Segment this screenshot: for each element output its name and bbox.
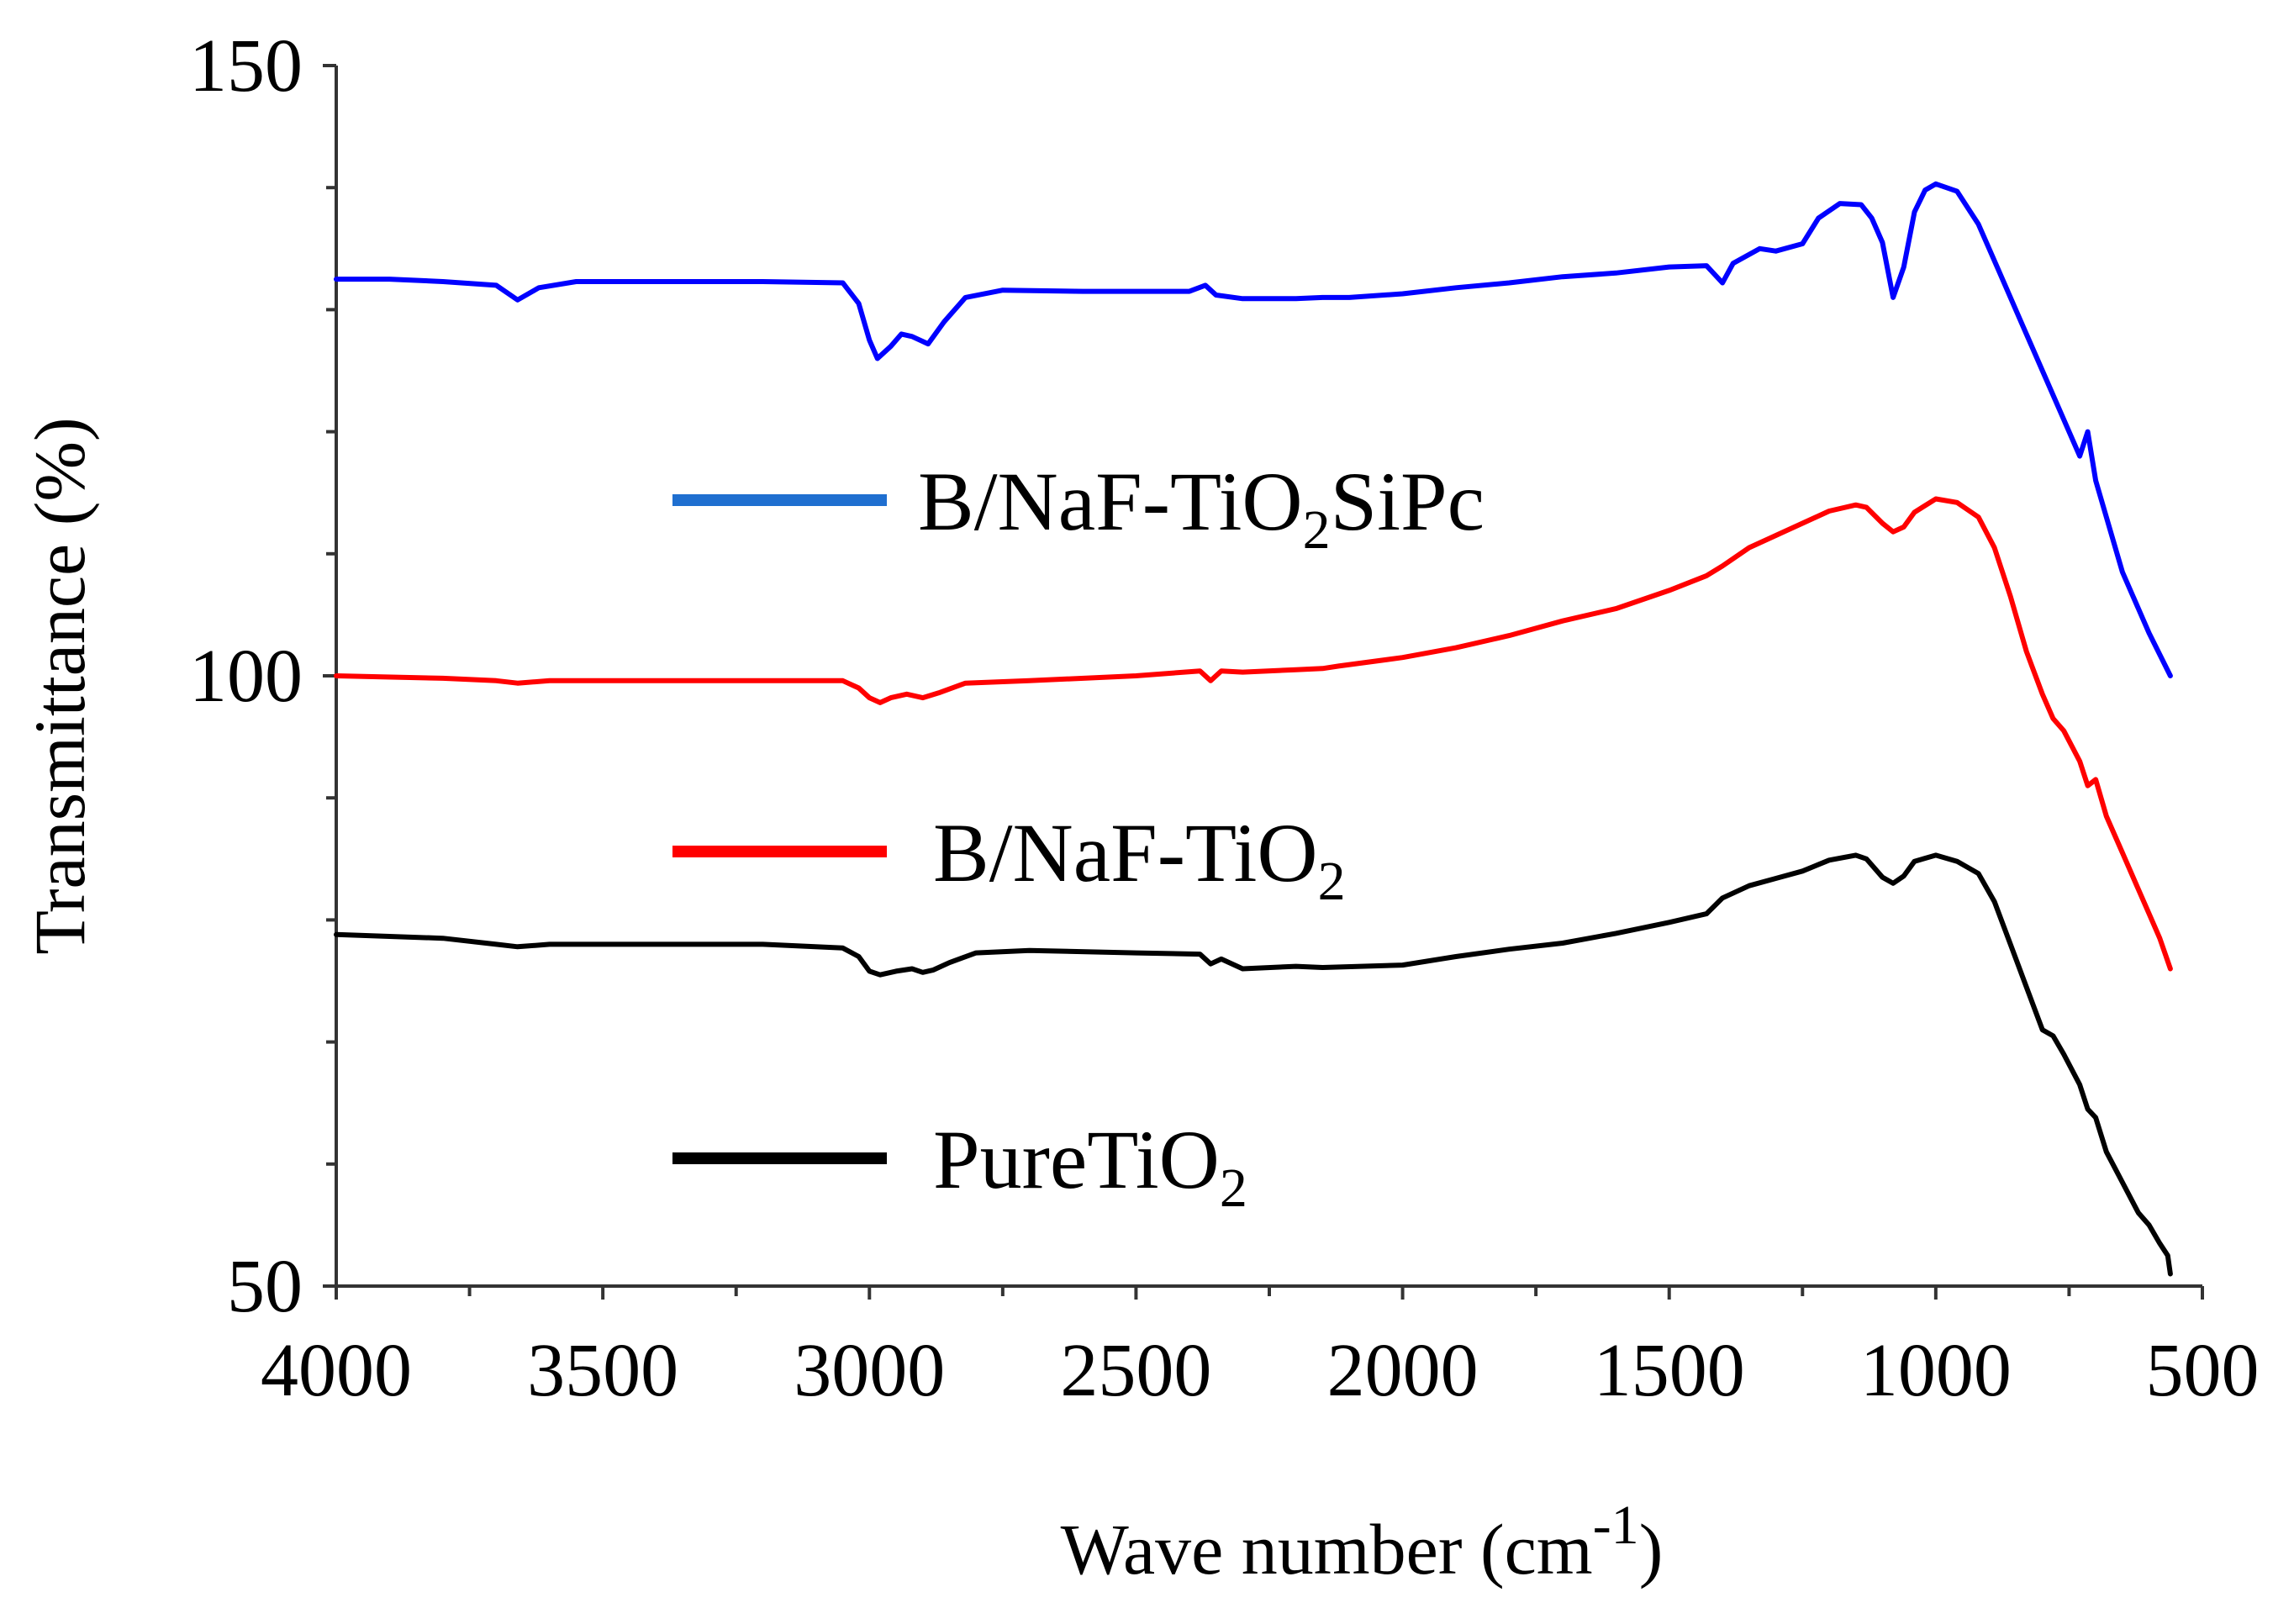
- legend-label-pure: PureTiO2: [933, 1113, 1247, 1219]
- y-tick-label: 50: [227, 1245, 303, 1328]
- y-tick-label: 100: [189, 635, 303, 718]
- y-axis-title: Transmittance (%): [19, 417, 100, 954]
- x-tick-label: 500: [2146, 1329, 2260, 1412]
- x-tick-label: 2500: [1060, 1329, 1211, 1412]
- series-line-b-naf-tio2: [334, 496, 2173, 972]
- legend-label-naf: B/NaF-TiO2: [933, 806, 1346, 912]
- y-tick-label: 150: [189, 24, 303, 108]
- x-tick-label: 2000: [1327, 1329, 1479, 1412]
- legend: B/NaF-TiO2SiPc B/NaF-TiO2 PureTiO2: [672, 455, 1485, 1219]
- series-lines: [334, 181, 2173, 1277]
- x-axis-ticks: 4000 3500 3000 2500 2000 1500 1000 500: [261, 1286, 2260, 1412]
- x-tick-label: 3000: [794, 1329, 945, 1412]
- axes: 4000 3500 3000 2500 2000 1500 1000 500 50 100 150: [189, 24, 2260, 1412]
- x-tick-label: 4000: [261, 1329, 412, 1412]
- legend-label-sipc: B/NaF-TiO2SiPc: [918, 455, 1485, 561]
- series-line-pure-tio2: [334, 852, 2173, 1277]
- series-line-b-naf-tio2-sipc: [334, 181, 2173, 678]
- x-tick-label: 3500: [527, 1329, 678, 1412]
- x-tick-label: 1000: [1860, 1329, 2012, 1412]
- x-tick-label: 1500: [1594, 1329, 1745, 1412]
- y-axis-ticks: 50 100 150: [189, 24, 336, 1328]
- x-axis-title: Wave number (cm-1): [1061, 1495, 1664, 1590]
